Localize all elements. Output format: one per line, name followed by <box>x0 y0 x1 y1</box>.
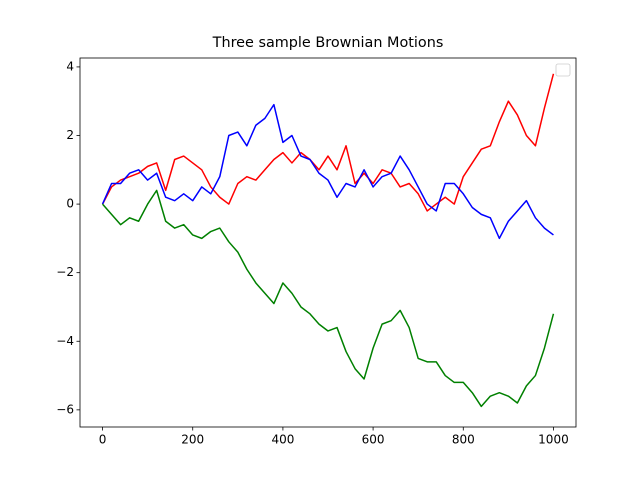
y-tick-label: −4 <box>56 334 74 348</box>
y-tick-label: 0 <box>66 197 74 211</box>
x-tick-label: 1000 <box>538 433 569 447</box>
series-line <box>101 103 554 240</box>
x-tick-label: 800 <box>452 433 475 447</box>
x-tick-label: 200 <box>181 433 204 447</box>
legend-box <box>555 63 571 77</box>
chart-title: Three sample Brownian Motions <box>212 35 444 51</box>
y-tick-label: 4 <box>66 59 74 73</box>
x-tick-label: 600 <box>362 433 385 447</box>
series-line <box>101 189 555 408</box>
x-tick-label: 400 <box>271 433 294 447</box>
y-tick-label: 2 <box>66 128 74 142</box>
y-tick-label: −2 <box>56 265 74 279</box>
series-line <box>101 73 555 212</box>
axes-frame <box>79 57 577 428</box>
y-tick-label: −6 <box>56 402 74 416</box>
x-tick-label: 0 <box>99 433 107 447</box>
